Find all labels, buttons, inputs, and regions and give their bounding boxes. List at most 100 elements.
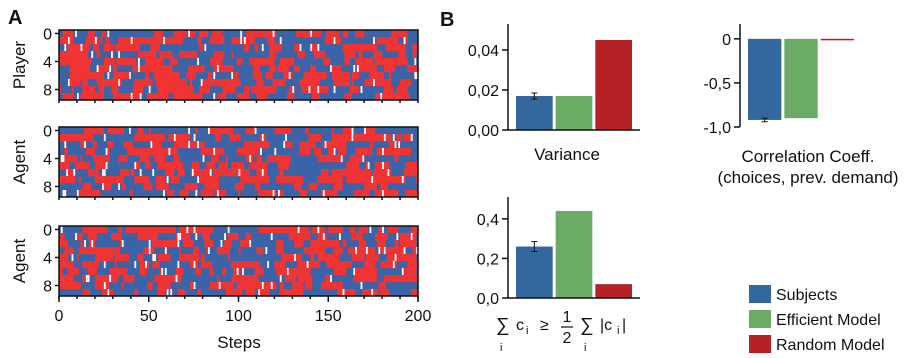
raster-cell-white <box>299 44 302 51</box>
raster-cell-red <box>410 289 419 297</box>
raster-cell-red <box>330 190 338 198</box>
raster-cell-red <box>154 155 162 163</box>
raster-cell-red <box>190 30 196 38</box>
raster-cell-red <box>333 183 343 191</box>
raster-x-tick-label: 200 <box>405 308 432 325</box>
raster-cell-red <box>254 268 259 276</box>
raster-cell-red <box>59 176 70 184</box>
raster-cell-red <box>120 254 128 262</box>
raster-cell-red <box>107 127 114 135</box>
raster-cell-white <box>204 44 207 51</box>
raster-cell-white <box>392 134 395 141</box>
raster-cell-red <box>247 282 254 290</box>
raster-cell-red <box>286 127 291 135</box>
raster-cell-red <box>71 134 81 142</box>
raster-cell-red <box>177 93 191 101</box>
raster-cell-red <box>179 226 184 234</box>
raster-cell-red <box>274 261 277 269</box>
raster-cell-red <box>75 162 83 170</box>
raster-cell-white <box>137 58 140 65</box>
raster-cell-red <box>267 155 275 163</box>
legend-label-efficient: Efficient Model <box>776 312 881 329</box>
raster-cell-red <box>164 93 169 101</box>
raster-cell-red <box>227 254 230 262</box>
raster-cell-red <box>62 155 67 163</box>
raster-cell-red <box>127 148 140 156</box>
raster-cell-red <box>216 93 227 101</box>
raster-cell-red <box>94 176 103 184</box>
raster-cell-white <box>416 247 418 254</box>
raster-cell-red <box>164 183 169 191</box>
raster-cell-white <box>254 127 257 134</box>
formula-abs-close: | <box>622 317 626 334</box>
raster-cell-white <box>243 37 246 44</box>
panel-letter-a: A <box>8 7 22 29</box>
raster-cell-white <box>272 30 275 37</box>
raster-cell-red <box>121 282 124 290</box>
raster-cell-red <box>245 148 254 156</box>
raster-cell-red <box>306 30 311 38</box>
raster-cell-red <box>355 30 365 38</box>
raster-cell-red <box>251 86 257 94</box>
raster-cell-white <box>373 79 375 86</box>
raster-cell-red <box>91 93 94 101</box>
raster-cell-red <box>220 162 228 170</box>
raster-cell-white <box>130 93 133 100</box>
bar-random-model <box>595 284 632 298</box>
raster-cell-red <box>333 247 343 255</box>
raster-cell-white <box>102 169 104 176</box>
raster-cell-red <box>100 37 103 45</box>
raster-cell-red <box>157 289 166 297</box>
raster-cell-red <box>380 176 394 184</box>
raster-cell-red <box>67 58 70 66</box>
y-tick-label: 0 <box>722 32 731 49</box>
raster-cell-red <box>139 268 148 276</box>
raster-cell-red <box>374 233 388 241</box>
raster-cell-red <box>107 275 119 283</box>
raster-cell-red <box>312 79 316 87</box>
raster-cell-white <box>193 134 196 141</box>
raster-cell-red <box>82 162 90 170</box>
raster-cell-red <box>134 176 140 184</box>
raster-cell-red <box>209 72 212 80</box>
raster-cell-red <box>265 190 273 198</box>
raster-cell-red <box>152 134 158 142</box>
raster-cell-red <box>59 86 61 94</box>
raster-cell-red <box>371 268 377 276</box>
raster-cell-red <box>358 268 372 276</box>
raster-cell-white <box>102 183 104 190</box>
raster-cell-red <box>391 30 403 38</box>
raster-cell-red <box>261 134 266 142</box>
raster-cell-red <box>89 37 99 45</box>
raster-cell-red <box>215 79 228 87</box>
raster-cell-red <box>216 37 221 45</box>
raster-cell-red <box>229 233 239 241</box>
raster-cell-red <box>313 72 327 80</box>
raster-cell-white <box>109 65 112 72</box>
raster-cell-white <box>188 127 191 134</box>
raster-cell-red <box>184 183 193 191</box>
raster-cell-red <box>177 169 185 177</box>
raster-cell-white <box>91 240 94 247</box>
raster-cell-red <box>137 254 144 262</box>
raster-cell-red <box>319 86 329 94</box>
raster-cell-red <box>166 72 180 80</box>
raster-cell-red <box>400 93 403 101</box>
bar-subjects <box>516 246 553 298</box>
raster-cell-white <box>401 268 404 275</box>
raster-cell-red <box>358 226 368 234</box>
raster-cell-red <box>82 226 96 234</box>
raster-cell-red <box>130 169 135 177</box>
raster-cell-red <box>94 226 106 234</box>
raster-cell-red <box>64 247 69 255</box>
raster-cell-red <box>374 58 388 66</box>
raster-cell-red <box>400 58 408 66</box>
raster-y-tick-label: 0 <box>43 223 52 240</box>
raster-cell-red <box>152 261 160 269</box>
raster-cell-red <box>335 226 343 234</box>
correlation-label-line2: (choices, prev. demand) <box>717 168 898 187</box>
raster-cell-red <box>385 44 397 52</box>
raster-cell-red <box>82 79 88 87</box>
raster-cell-red <box>321 282 333 290</box>
raster-cell-red <box>93 261 99 269</box>
